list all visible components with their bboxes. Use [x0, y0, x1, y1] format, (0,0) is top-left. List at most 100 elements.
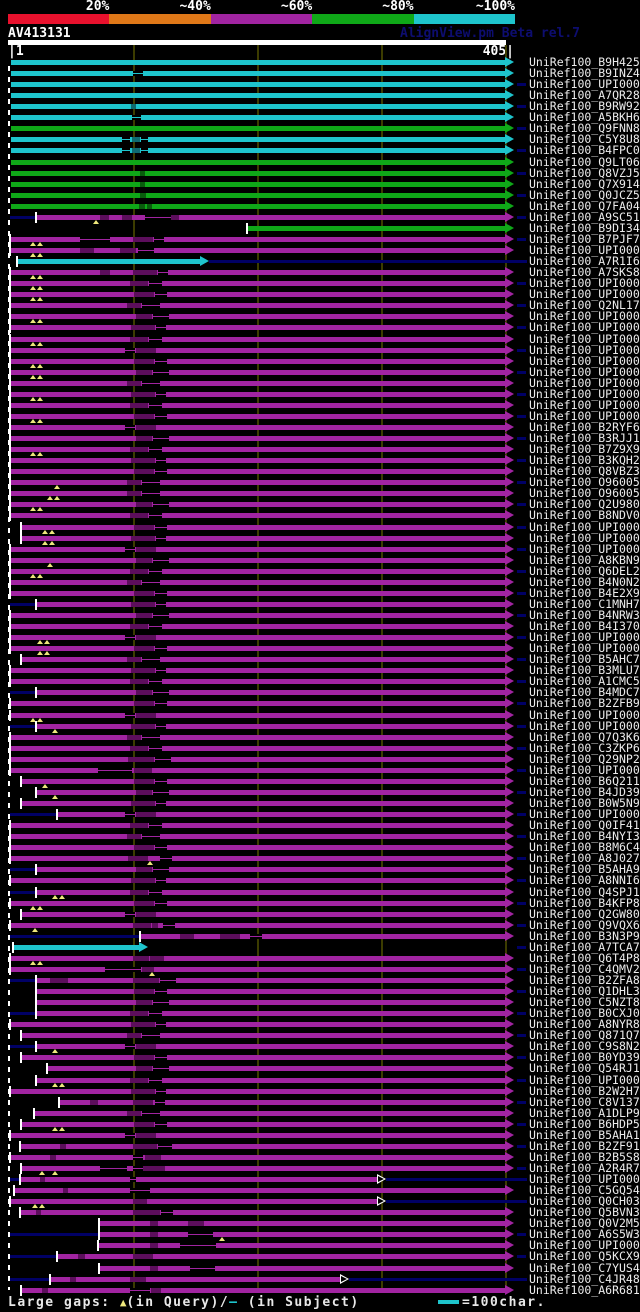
hit-label[interactable]: UniRef100_B9H425	[529, 55, 640, 69]
hit-label[interactable]: UniRef100_Q0IF41	[529, 818, 640, 832]
alignment-bar[interactable]	[11, 823, 505, 828]
alignment-bar[interactable]	[11, 956, 505, 961]
alignment-bar[interactable]	[11, 71, 505, 76]
hit-label[interactable]: UniRef100_B9INZ4	[529, 66, 640, 80]
hit-label[interactable]: UniRef100_C5Y8U8	[529, 132, 640, 146]
alignment-bar[interactable]	[11, 679, 505, 684]
hit-label[interactable]: UniRef100_A7TCA7	[529, 940, 640, 954]
hit-label[interactable]: UniRef100_B2B5S8	[529, 1150, 640, 1164]
alignment-bar[interactable]	[22, 536, 505, 541]
alignment-bar[interactable]	[11, 325, 505, 330]
hit-label[interactable]: UniRef100_A7R1I6	[529, 254, 640, 268]
alignment-bar[interactable]	[11, 558, 505, 563]
hit-label[interactable]: UniRef100_B8NDV0	[529, 508, 640, 522]
hit-label[interactable]: UniRef100_Q0V2M5	[529, 1216, 640, 1230]
alignment-bar[interactable]	[11, 171, 505, 176]
alignment-bar[interactable]	[22, 801, 505, 806]
hit-label[interactable]: UniRef100_B5AHC7	[529, 652, 640, 666]
alignment-bar[interactable]	[11, 303, 505, 308]
alignment-bar[interactable]	[11, 314, 505, 319]
alignment-bar[interactable]	[11, 1133, 505, 1138]
alignment-bar[interactable]	[11, 248, 505, 253]
hit-label[interactable]: UniRef100_Q7X914	[529, 177, 640, 191]
alignment-bar[interactable]	[11, 580, 505, 585]
hit-label[interactable]: UniRef100_UPI000..	[529, 343, 640, 357]
alignment-bar[interactable]	[11, 182, 505, 187]
hit-label[interactable]: UniRef100_A8KBN9	[529, 553, 640, 567]
alignment-bar[interactable]	[11, 115, 505, 120]
alignment-bar[interactable]	[11, 834, 505, 839]
hit-label[interactable]: UniRef100_Q9FNN8	[529, 121, 640, 135]
hit-label[interactable]: UniRef100_A1CMC5	[529, 674, 640, 688]
alignment-bar[interactable]	[11, 547, 505, 552]
alignment-bar[interactable]	[48, 1066, 505, 1071]
hit-label[interactable]: UniRef100_B9DI34	[529, 221, 640, 235]
alignment-bar[interactable]	[37, 989, 505, 994]
alignment-bar[interactable]	[11, 635, 505, 640]
alignment-bar[interactable]	[11, 613, 505, 618]
hit-label[interactable]: UniRef100_C5GQ54	[529, 1183, 640, 1197]
alignment-bar[interactable]	[11, 270, 505, 275]
hit-label[interactable]: UniRef100_A8NNI6	[529, 873, 640, 887]
alignment-bar[interactable]	[100, 1232, 505, 1237]
alignment-bar[interactable]	[37, 215, 505, 220]
alignment-bar[interactable]	[37, 690, 505, 695]
alignment-bar[interactable]	[11, 403, 505, 408]
alignment-bar[interactable]	[11, 425, 505, 430]
hit-label[interactable]: UniRef100_Q5BVN3	[529, 1205, 640, 1219]
alignment-bar[interactable]	[11, 901, 505, 906]
hit-label[interactable]: UniRef100_B8M6C4	[529, 840, 640, 854]
alignment-bar[interactable]	[37, 1078, 505, 1083]
hit-label[interactable]: UniRef100_Q6T4P8	[529, 951, 640, 965]
hit-label[interactable]: UniRef100_B0YD39	[529, 1050, 640, 1064]
hit-label[interactable]: UniRef100_Q5KCX9	[529, 1249, 640, 1263]
hit-label[interactable]: UniRef100_C1MNH7	[529, 597, 640, 611]
hit-label[interactable]: UniRef100_B4NRW3	[529, 608, 640, 622]
alignment-bar[interactable]	[11, 292, 505, 297]
alignment-bar[interactable]	[11, 82, 505, 87]
alignment-bar[interactable]	[11, 414, 505, 419]
alignment-bar[interactable]	[11, 93, 505, 98]
alignment-bar[interactable]	[11, 359, 505, 364]
alignment-bar[interactable]	[37, 602, 505, 607]
hit-label[interactable]: UniRef100_B6Q211	[529, 774, 640, 788]
hit-label[interactable]: UniRef100_O96005-2	[529, 475, 640, 489]
alignment-bar[interactable]	[11, 668, 505, 673]
alignment-bar[interactable]	[11, 757, 505, 762]
hit-label[interactable]: UniRef100_UPI000..	[529, 630, 640, 644]
alignment-bar[interactable]	[11, 370, 505, 375]
alignment-bar[interactable]	[15, 1188, 505, 1193]
hit-label[interactable]: UniRef100_A1DLP9	[529, 1106, 640, 1120]
hit-label[interactable]: UniRef100_A7SKS8	[529, 265, 640, 279]
hit-label[interactable]: UniRef100_Q9LT06	[529, 155, 640, 169]
alignment-bar[interactable]	[37, 890, 505, 895]
hit-label[interactable]: UniRef100_UPI000..	[529, 77, 640, 91]
hit-label[interactable]: UniRef100_UPI000..	[529, 376, 640, 390]
hit-label[interactable]: UniRef100_B3N3P9	[529, 929, 640, 943]
alignment-bar[interactable]	[11, 469, 505, 474]
alignment-bar[interactable]	[11, 1155, 505, 1160]
alignment-bar[interactable]	[22, 657, 505, 662]
hit-label[interactable]: UniRef100_B5AHA1	[529, 1128, 640, 1142]
alignment-bar[interactable]	[11, 480, 505, 485]
hit-label[interactable]: UniRef100_Q2U980	[529, 497, 640, 511]
hit-label[interactable]: UniRef100_Q871Q7	[529, 1028, 640, 1042]
hit-label[interactable]: UniRef100_UPI000..	[529, 276, 640, 290]
alignment-bar[interactable]	[100, 1221, 505, 1226]
hit-label[interactable]: UniRef100_UPI000..	[529, 387, 640, 401]
alignment-bar[interactable]	[11, 502, 505, 507]
hit-label[interactable]: UniRef100_Q7FA04	[529, 199, 640, 213]
alignment-bar[interactable]	[11, 513, 505, 518]
alignment-bar[interactable]	[11, 624, 505, 629]
alignment-bar[interactable]	[11, 204, 505, 209]
hit-label[interactable]: UniRef100_UPI000..	[529, 309, 640, 323]
alignment-bar[interactable]	[11, 878, 505, 883]
alignment-bar[interactable]	[11, 713, 505, 718]
alignment-bar[interactable]	[141, 934, 505, 939]
alignment-bar[interactable]	[11, 193, 505, 198]
alignment-bar[interactable]	[37, 978, 505, 983]
hit-label[interactable]: UniRef100_C9S8N2	[529, 1039, 640, 1053]
alignment-bar[interactable]	[11, 845, 505, 850]
hit-label[interactable]: UniRef100_Q2NL17	[529, 298, 640, 312]
hit-label[interactable]: UniRef100_UPI000..	[529, 807, 640, 821]
